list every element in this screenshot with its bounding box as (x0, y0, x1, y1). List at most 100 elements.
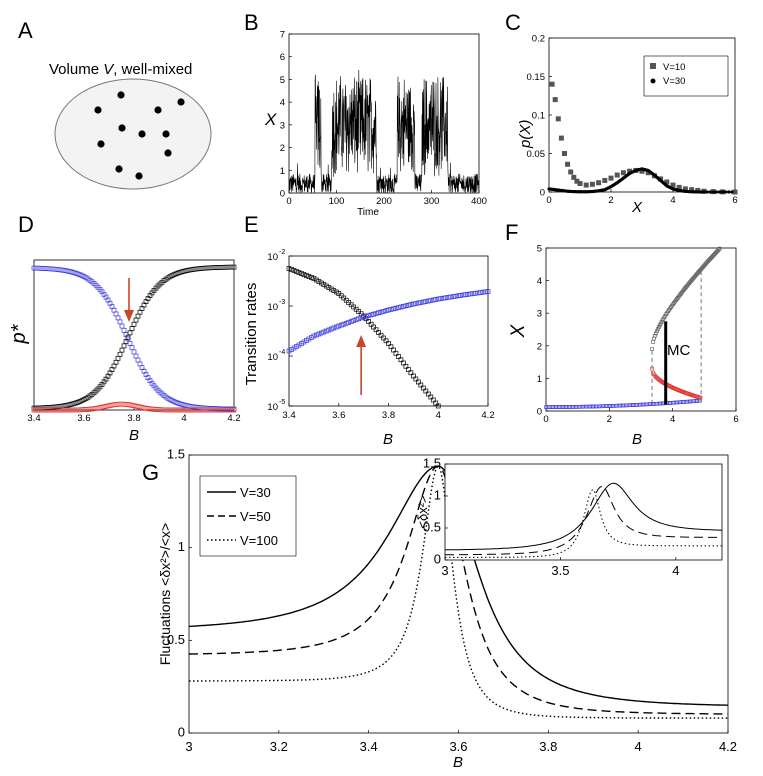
data-point-v30 (714, 190, 719, 194)
data-point-up-rate (301, 339, 307, 345)
panel-d-xlabel: B (129, 427, 139, 444)
panel-c: 0 2 4 6 0 0.05 0.1 0.15 0.2 V=10 V=30 p(X) X (517, 34, 738, 217)
data-point-up-rate (386, 307, 391, 313)
inset-y-tick-label: 0.5 (423, 520, 441, 535)
data-point-down-rate (314, 277, 319, 283)
data-point-upper-branch (697, 269, 702, 273)
data-point-up-rate (393, 305, 399, 311)
data-point-up-rate (433, 297, 439, 302)
data-point-upper-branch (702, 263, 707, 268)
data-point-low-state (131, 349, 137, 355)
data-point-v10 (558, 135, 564, 141)
data-point-up-rate (483, 289, 488, 295)
data-point-low-state (133, 353, 139, 359)
panel-c-legend (643, 55, 729, 97)
panel-f-x-tick-label: 2 (607, 414, 612, 425)
panel-c-y-tick-label: 0.05 (527, 149, 546, 160)
data-point-upper-branch (689, 279, 693, 283)
inset-y-tick-label: 0 (434, 552, 441, 567)
data-point-v10 (549, 81, 555, 87)
panel-d-x-tick-label: 3.8 (127, 413, 140, 424)
panel-f-y-tick-label: 1 (537, 374, 542, 385)
data-point-low-state (119, 323, 125, 329)
molecule (138, 130, 146, 138)
data-point-high-state (115, 356, 121, 361)
data-point-upper-branch (713, 251, 718, 255)
data-point-down-rate (386, 341, 391, 346)
panel-b-x-tick-label: 300 (424, 196, 440, 207)
data-point-down-rate (289, 267, 294, 272)
data-point-v10 (574, 178, 580, 184)
data-point-up-rate (475, 290, 481, 296)
data-point-down-rate (326, 285, 332, 290)
panel-b: 0 100 200 300 400 0 1 2 3 4 5 6 7 X Time (264, 30, 487, 219)
data-point-up-rate (418, 300, 424, 305)
data-point-upper-branch (684, 285, 689, 289)
panel-e-xlabel: B (383, 431, 393, 448)
panel-f-ylabel: X (508, 323, 529, 338)
data-point-v10 (627, 168, 633, 174)
data-point-up-rate (413, 301, 419, 306)
data-point-upper-branch (704, 261, 709, 266)
data-point-v10 (614, 172, 620, 178)
inset-x-tick-label: 4 (672, 563, 679, 578)
data-point-up-rate (348, 319, 354, 324)
inset-series-line-v-30 (444, 482, 723, 551)
data-point-up-rate (338, 322, 344, 328)
molecule (117, 91, 125, 99)
legend-label-v10: V=10 (663, 62, 685, 73)
annotation-arrowhead-e (356, 335, 367, 347)
data-point-upper-branch (691, 276, 695, 281)
data-point-down-rate (363, 316, 369, 322)
data-point-upper-branch (690, 278, 694, 282)
data-point-up-rate (453, 293, 459, 299)
inset-ylabel: <δx²> (415, 495, 430, 528)
panel-g-x-tick-label: 3.4 (360, 739, 378, 754)
data-point-down-rate (318, 280, 324, 286)
data-point-down-rate (304, 273, 309, 278)
inset-x-tick-label: 3 (441, 563, 448, 578)
data-point-up-rate (363, 313, 369, 319)
panel-label-e: E (244, 212, 259, 237)
panel-f-y-tick-label: 0 (537, 407, 542, 418)
data-point-down-rate (333, 289, 339, 295)
data-point-high-state (127, 330, 133, 336)
data-point-v10 (676, 184, 682, 190)
annotation-arrowhead-d (124, 310, 134, 322)
data-point-down-rate (309, 275, 314, 280)
panel-g-ylabel: Fluctuations <δx²>/<x> (157, 523, 173, 665)
data-point-down-rate (331, 288, 337, 293)
data-point-up-rate (323, 328, 329, 334)
data-point-upper-branch (654, 331, 658, 336)
molecule (94, 106, 102, 114)
data-point-upper-branch (693, 274, 697, 279)
well-mixed-volume (54, 78, 212, 190)
data-point-down-rate (373, 327, 379, 333)
data-point-up-rate (366, 313, 371, 318)
data-point-v10 (589, 181, 595, 187)
data-point-up-rate (445, 295, 451, 300)
data-point-v10 (608, 175, 614, 181)
data-point-down-rate (388, 344, 394, 350)
data-point-down-rate (296, 270, 302, 275)
data-point-low-state (127, 341, 133, 346)
panel-c-y-tick-label: 0.2 (532, 34, 545, 45)
panel-c-y-tick-label: 0.1 (532, 111, 545, 122)
data-point-down-rate (406, 367, 411, 372)
data-point-upper-branch (703, 262, 708, 267)
data-point-up-rate (299, 341, 304, 346)
panel-e-y-tick-label: 10 (267, 352, 278, 363)
panel-f-y-tick-label: 5 (537, 244, 542, 255)
data-point-up-rate (353, 317, 359, 323)
data-point-v10 (602, 177, 608, 183)
data-point-intermediate (231, 407, 237, 413)
panel-e-y-tick-label: 10 (267, 302, 278, 313)
panel-g-x-tick-label: 3.6 (449, 739, 467, 754)
data-point-up-rate (480, 289, 486, 295)
panel-g-xlabel: B (453, 754, 463, 771)
molecule (97, 140, 105, 148)
data-point-v10 (670, 182, 676, 188)
data-point-up-rate (430, 297, 436, 303)
series-line-v-100 (189, 465, 728, 719)
data-point-up-rate (356, 316, 361, 322)
